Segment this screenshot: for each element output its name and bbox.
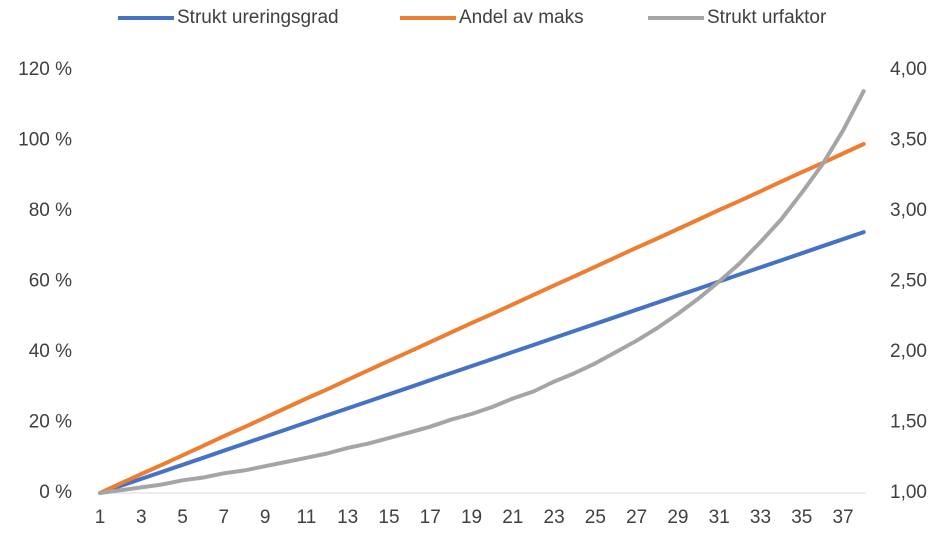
y2-tick-label: 4,00 bbox=[890, 59, 927, 80]
x-tick-label: 3 bbox=[136, 507, 147, 528]
y2-tick-label: 2,50 bbox=[890, 271, 927, 292]
x-tick-label: 13 bbox=[337, 507, 358, 528]
x-tick-label: 17 bbox=[420, 507, 441, 528]
x-tick-label: 35 bbox=[791, 507, 812, 528]
y-tick-label: 40 % bbox=[29, 341, 72, 362]
x-tick-label: 33 bbox=[750, 507, 771, 528]
x-tick-label: 7 bbox=[219, 507, 230, 528]
x-tick-label: 9 bbox=[260, 507, 271, 528]
x-tick-label: 19 bbox=[461, 507, 482, 528]
x-tick-label: 21 bbox=[502, 507, 523, 528]
y2-tick-label: 1,50 bbox=[890, 412, 927, 433]
series-line bbox=[98, 230, 866, 495]
x-tick-label: 23 bbox=[544, 507, 565, 528]
x-tick-label: 27 bbox=[626, 507, 647, 528]
y-tick-label: 0 % bbox=[39, 482, 72, 503]
x-tick-label: 31 bbox=[709, 507, 730, 528]
y2-tick-label: 2,00 bbox=[890, 341, 927, 362]
y2-tick-label: 3,50 bbox=[890, 130, 927, 151]
series-line bbox=[98, 89, 866, 495]
x-tick-label: 15 bbox=[378, 507, 399, 528]
x-tick-label: 37 bbox=[832, 507, 853, 528]
y-tick-label: 120 % bbox=[18, 59, 72, 80]
x-tick-label: 5 bbox=[177, 507, 188, 528]
legend-label: Strukt urfaktor bbox=[707, 7, 827, 28]
y-tick-label: 20 % bbox=[29, 412, 72, 433]
y-tick-label: 80 % bbox=[29, 200, 72, 221]
series-line bbox=[98, 142, 866, 495]
y-tick-label: 60 % bbox=[29, 271, 72, 292]
y-tick-label: 100 % bbox=[18, 130, 72, 151]
y2-tick-label: 1,00 bbox=[890, 482, 927, 503]
legend-label: Strukt ureringsgrad bbox=[177, 7, 339, 28]
x-tick-label: 1 bbox=[95, 507, 106, 528]
x-tick-label: 29 bbox=[667, 507, 688, 528]
x-tick-label: 11 bbox=[297, 507, 317, 528]
legend-label: Andel av maks bbox=[459, 7, 584, 28]
y2-tick-label: 3,00 bbox=[890, 200, 927, 221]
x-tick-label: 25 bbox=[585, 507, 606, 528]
